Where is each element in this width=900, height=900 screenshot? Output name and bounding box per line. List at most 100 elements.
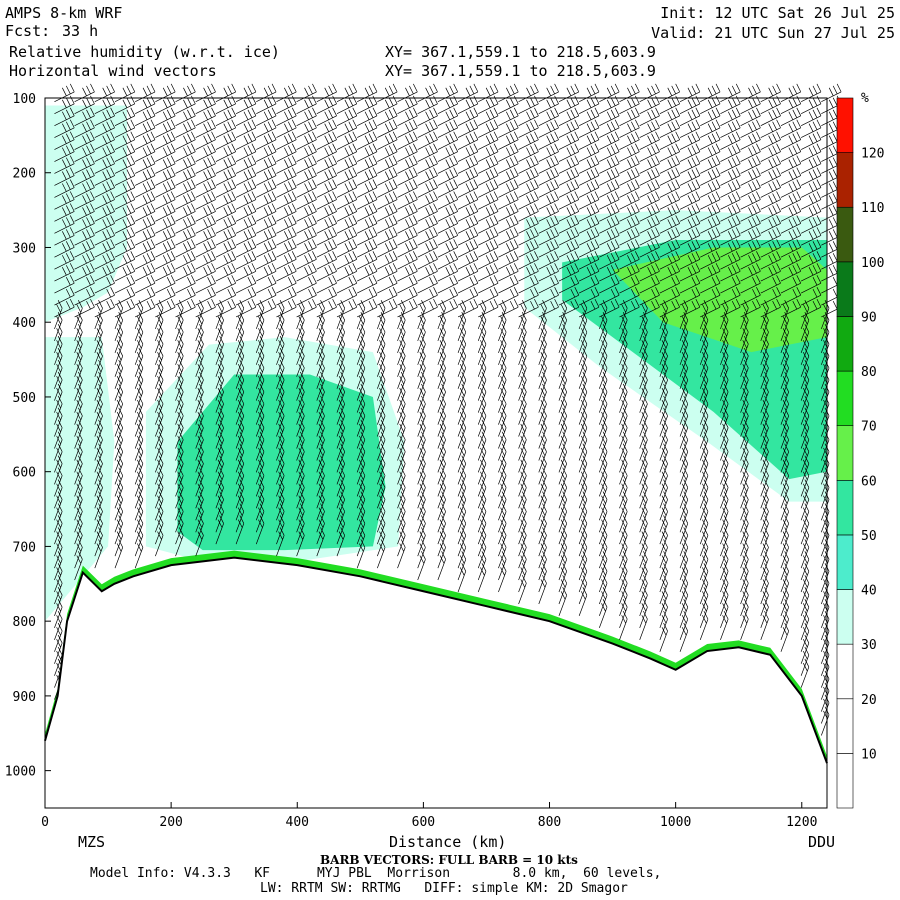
wind-barb (235, 347, 245, 377)
wind-barb (780, 119, 802, 138)
wind-barb (699, 359, 709, 389)
wind-barb (498, 323, 507, 353)
wind-barb (94, 383, 103, 413)
wind-barb (215, 419, 224, 449)
wind-barb (114, 155, 136, 174)
wind-barb (255, 419, 265, 449)
wind-barb (296, 263, 317, 282)
wind-barb (699, 563, 709, 593)
wind-barb (780, 83, 802, 103)
wind-barb (599, 407, 608, 437)
wind-barb (296, 335, 305, 365)
humidity-region-central-core (177, 374, 386, 551)
wind-barb (195, 167, 216, 186)
colorbar-label: 20 (861, 693, 877, 708)
wind-barb (276, 419, 285, 449)
wind-barb (599, 323, 608, 353)
wind-barb (477, 407, 487, 437)
wind-barb (336, 251, 358, 270)
wind-barb (720, 143, 741, 162)
wind-barb (94, 227, 115, 246)
wind-barb (780, 610, 789, 640)
wind-barb (720, 300, 729, 330)
axis-layer: 0 200 400 600 800 1000 12001002003004005006007… (5, 92, 828, 830)
wind-barb (94, 131, 115, 150)
wind-barb (437, 95, 459, 115)
wind-barb (336, 312, 346, 342)
wind-barb (74, 551, 83, 581)
wind-barb (256, 215, 277, 234)
wind-barb (74, 83, 95, 103)
wind-barb (235, 419, 245, 449)
wind-barb (478, 191, 499, 210)
wind-barb (579, 251, 600, 270)
cross-section-coords-1: XY= 367.1,559.1 to 218.5,603.9 (385, 43, 656, 61)
colorbar-bin (836, 698, 854, 754)
wind-barb (558, 551, 568, 581)
wind-barb (518, 275, 539, 294)
wind-barb (639, 610, 648, 640)
wind-barb (679, 119, 701, 138)
wind-barb (800, 419, 810, 449)
wind-barb (195, 179, 216, 198)
wind-barb (296, 347, 305, 377)
wind-barb (740, 191, 761, 210)
wind-barb (760, 347, 769, 377)
wind-barb (800, 323, 810, 353)
wind-barb (417, 191, 438, 210)
wind-barb (316, 455, 325, 485)
wind-barb (498, 515, 507, 545)
wind-barb (316, 298, 337, 318)
wind-barb (155, 251, 176, 270)
wind-barb (659, 371, 668, 401)
wind-barb (538, 191, 559, 210)
wind-barb (417, 527, 426, 557)
wind-barb (659, 407, 668, 437)
wind-barb (780, 551, 789, 581)
wind-barb (800, 575, 810, 605)
wind-barb (518, 215, 539, 234)
wind-barb (538, 527, 547, 557)
wind-barb (54, 610, 63, 640)
wind-barb (700, 287, 721, 306)
wind-barb (538, 395, 547, 425)
wind-barb (336, 131, 358, 150)
wind-barb (276, 479, 285, 509)
wind-barb (498, 359, 507, 389)
wind-barb (700, 143, 721, 162)
x-tick-label: 0 (41, 815, 49, 830)
wind-barb (276, 191, 297, 210)
wind-barb (215, 191, 237, 210)
wind-barb (417, 179, 438, 198)
wind-barb (800, 587, 810, 617)
wind-barb (619, 575, 628, 605)
wind-barb (276, 227, 297, 246)
wind-barb (498, 335, 507, 365)
wind-barb (175, 143, 196, 162)
wind-barb (558, 431, 568, 461)
wind-barb (316, 287, 337, 306)
model-info-line-2: LW: RRTM SW: RRTMG DIFF: simple KM: 2D S… (260, 881, 628, 896)
wind-barb (679, 359, 689, 389)
wind-barb (679, 275, 701, 294)
wind-barb (700, 251, 721, 270)
wind-barb (760, 312, 769, 342)
wind-barb (235, 431, 245, 461)
wind-barb (619, 119, 640, 138)
wind-barb (155, 312, 164, 342)
wind-barb (760, 503, 769, 533)
wind-barb (175, 239, 196, 258)
wind-barb (760, 395, 769, 425)
wind-barb (477, 479, 487, 509)
wind-barb (498, 300, 507, 330)
wind-barb (256, 83, 277, 103)
wind-barb (276, 167, 297, 186)
wind-barb (720, 155, 741, 174)
wind-barb (780, 300, 789, 330)
wind-barb (336, 527, 346, 557)
wind-barb (760, 455, 769, 485)
wind-barb (296, 419, 305, 449)
wind-barb (195, 239, 216, 258)
wind-barb (437, 287, 459, 306)
wind-barb (760, 407, 769, 437)
